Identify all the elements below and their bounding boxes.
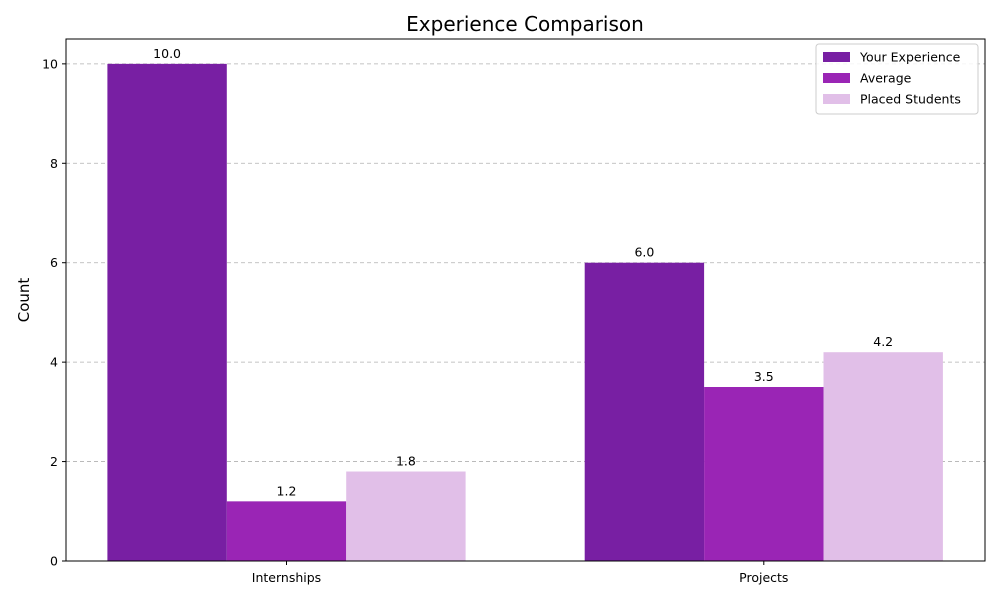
bar-placed-students-internships: [346, 471, 466, 561]
legend-entry: Placed Students: [860, 92, 961, 107]
data-label: 6.0: [634, 245, 654, 260]
bar-average-internships: [226, 501, 347, 561]
bar-your-experience-internships: [107, 63, 227, 561]
data-label: 1.2: [277, 483, 297, 498]
y-tick-label: 2: [50, 454, 58, 469]
y-ticks: 0 2 4 6 8 10: [42, 56, 66, 569]
bar-average-projects: [704, 387, 824, 561]
y-axis-label: Count: [15, 278, 33, 323]
data-label: 3.5: [754, 369, 774, 384]
data-label: 10.0: [153, 46, 181, 61]
chart-title: Experience Comparison: [406, 12, 644, 36]
legend-swatch: [823, 73, 850, 83]
data-label: 4.2: [873, 334, 893, 349]
y-tick-label: 8: [50, 156, 58, 171]
legend: Your Experience Average Placed Students: [815, 43, 979, 115]
x-tick-label: Projects: [739, 570, 788, 585]
data-labels: 10.0 6.0 1.2 3.5 1.8 4.2: [153, 46, 893, 498]
x-ticks: Internships Projects: [252, 561, 788, 585]
bar-placed-students-projects: [823, 352, 943, 561]
bar-your-experience-projects: [584, 262, 705, 561]
plot-frame: [65, 38, 986, 562]
x-tick-label: Internships: [252, 570, 321, 585]
legend-entry: Your Experience: [859, 50, 961, 65]
data-label: 1.8: [396, 454, 416, 469]
bars: [107, 63, 943, 561]
y-tick-label: 0: [50, 554, 58, 569]
legend-entry: Average: [860, 71, 912, 86]
legend-swatch: [823, 94, 850, 104]
legend-swatch: [823, 52, 850, 62]
y-tick-label: 4: [50, 355, 58, 370]
legend-box: [815, 43, 979, 115]
y-tick-label: 6: [50, 255, 58, 270]
y-tick-label: 10: [42, 56, 58, 71]
